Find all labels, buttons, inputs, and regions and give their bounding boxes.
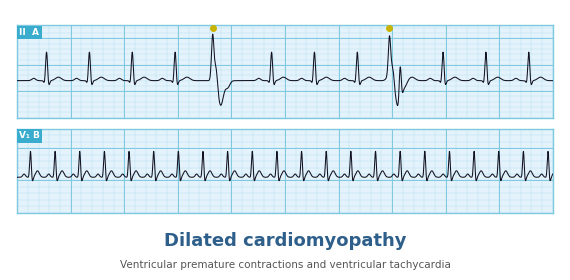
Text: Ventricular premature contractions and ventricular tachycardia: Ventricular premature contractions and v…: [120, 260, 450, 270]
Text: II  A: II A: [19, 28, 39, 37]
Text: Dilated cardiomyopathy: Dilated cardiomyopathy: [164, 232, 406, 250]
Text: V₁ B: V₁ B: [19, 131, 40, 140]
